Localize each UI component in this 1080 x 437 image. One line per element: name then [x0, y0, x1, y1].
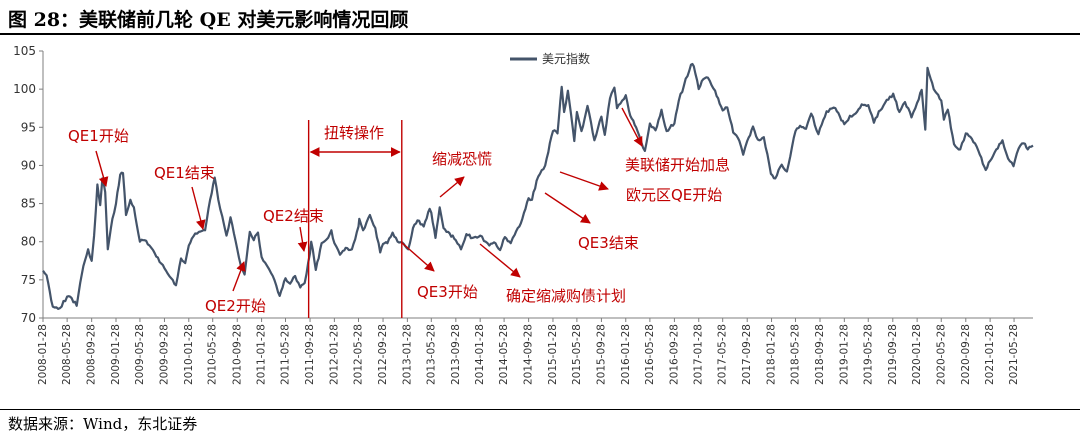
legend-label: 美元指数	[542, 51, 590, 66]
x-tick-label: 2012-09-28	[377, 324, 389, 385]
x-tick-label: 2010-01-28	[183, 324, 195, 385]
annotation-arrow-ecb-qe	[559, 171, 609, 191]
chart-legend: 美元指数	[510, 51, 590, 66]
x-tick-label: 2016-05-28	[644, 324, 656, 385]
source-rule	[0, 409, 1080, 410]
y-tick-label: 85	[21, 197, 36, 211]
x-tick-label: 2013-09-28	[450, 324, 462, 385]
annotation-taper-decided: 确定缩减购债计划	[506, 287, 626, 305]
annotation-arrow-qe1-end	[191, 186, 206, 230]
annotation-qe2-start: QE2开始	[205, 297, 266, 315]
x-tick-label: 2008-09-28	[86, 324, 98, 385]
x-tick-label: 2020-05-28	[935, 324, 947, 385]
x-tick-label: 2010-05-28	[207, 324, 219, 385]
x-tick-label: 2019-01-28	[838, 324, 850, 385]
x-tick-label: 2018-09-28	[814, 324, 826, 385]
x-tick-label: 2021-01-28	[984, 324, 996, 385]
x-tick-label: 2019-05-28	[862, 324, 874, 385]
x-tick-label: 2008-01-28	[37, 324, 49, 385]
y-tick-label: 80	[21, 235, 36, 249]
series-line-usd-index	[42, 62, 1034, 310]
annotation-ecb-qe: 欧元区QE开始	[626, 186, 722, 204]
annotation-qe3-start: QE3开始	[417, 283, 478, 301]
data-source: 数据来源：Wind，东北证券	[8, 415, 198, 433]
annotation-arrow-taper-tantrum	[439, 176, 465, 198]
x-tick-label: 2014-09-28	[523, 324, 535, 385]
annotation-arrow-qe2-start	[232, 261, 246, 292]
annotation-arrow-taper-decided	[479, 243, 521, 278]
x-tick-label: 2016-01-28	[620, 324, 632, 385]
annotation-qe3-end: QE3结束	[578, 234, 639, 252]
x-tick-label: 2008-05-28	[61, 324, 73, 385]
annotation-qe1-end: QE1结束	[154, 164, 215, 182]
y-tick-label: 100	[13, 82, 36, 96]
x-tick-label: 2009-05-28	[134, 324, 146, 385]
x-tick-label: 2019-09-28	[887, 324, 899, 385]
x-tick-label: 2015-05-28	[571, 324, 583, 385]
annotation-arrow-fed-hike	[621, 107, 643, 147]
x-tick-label: 2015-09-28	[595, 324, 607, 385]
x-tick-label: 2013-01-28	[401, 324, 413, 385]
y-tick-label: 75	[21, 273, 36, 287]
x-tick-label: 2020-09-28	[960, 324, 972, 385]
x-tick-label: 2013-05-28	[425, 324, 437, 385]
chart-axes: 70 75 80 85 90 95 100 105 2008-01-28 2008-05-28 20…	[13, 44, 1033, 385]
annotation-arrow-qe1-start	[95, 150, 109, 187]
y-tick-label: 95	[21, 120, 36, 134]
x-tick-label: 2012-01-28	[328, 324, 340, 385]
x-tick-label: 2011-05-28	[280, 324, 292, 385]
x-tick-label: 2018-01-28	[766, 324, 778, 385]
x-tick-label: 2010-09-28	[231, 324, 243, 385]
y-tick-label: 90	[21, 158, 36, 172]
x-tick-label: 2017-05-28	[717, 324, 729, 385]
x-tick-label: 2017-09-28	[741, 324, 753, 385]
annotation-twist: 扭转操作	[324, 124, 384, 142]
series-layer	[42, 62, 1034, 310]
annotation-qe2-end: QE2结束	[263, 207, 324, 225]
x-tick-label: 2016-09-28	[668, 324, 680, 385]
x-tick-label: 2009-09-28	[158, 324, 170, 385]
annotation-qe1-start: QE1开始	[68, 127, 129, 145]
y-tick-label: 105	[13, 44, 36, 58]
annotation-arrow-qe2-end	[297, 226, 308, 252]
x-tick-label: 2011-09-28	[304, 324, 316, 385]
y-tick-label: 70	[21, 311, 36, 325]
annotation-arrow-qe3-end	[544, 192, 591, 224]
x-tick-label: 2009-01-28	[110, 324, 122, 385]
annotation-taper-tantrum: 缩减恐慌	[432, 150, 492, 168]
x-tick-label: 2015-01-28	[547, 324, 559, 385]
annotation-layer: QE1开始 QE1结束 QE2开始 QE2结束 扭转操作 QE3开始 缩减恐慌确定缩减购债计…	[68, 107, 730, 318]
x-tick-label: 2018-05-28	[789, 324, 801, 385]
title-underline	[0, 33, 1080, 35]
annotation-arrow-qe3-start	[400, 241, 435, 272]
figure-title: 图 28：美联储前几轮 QE 对美元影响情况回顾	[8, 9, 409, 31]
annotation-fed-hike: 美联储开始加息	[625, 156, 730, 174]
x-tick-label: 2014-05-28	[498, 324, 510, 385]
x-tick-label: 2012-05-28	[353, 324, 365, 385]
x-tick-label: 2021-05-28	[1008, 324, 1020, 385]
x-tick-label: 2011-01-28	[256, 324, 268, 385]
x-tick-label: 2020-01-28	[911, 324, 923, 385]
x-tick-label: 2017-01-28	[693, 324, 705, 385]
x-tick-label: 2014-01-28	[474, 324, 486, 385]
